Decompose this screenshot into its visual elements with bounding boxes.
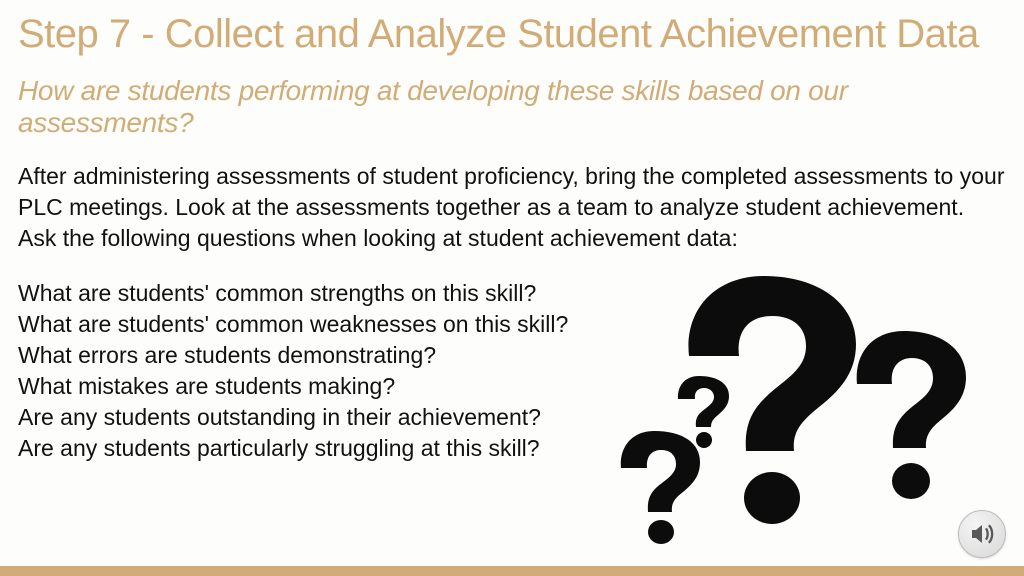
slide-title: Step 7 - Collect and Analyze Student Ach… bbox=[18, 12, 1006, 57]
audio-button[interactable] bbox=[958, 510, 1006, 558]
slide: Step 7 - Collect and Analyze Student Ach… bbox=[0, 0, 1024, 576]
bottom-accent-bar bbox=[0, 566, 1024, 576]
speaker-icon bbox=[969, 521, 995, 547]
question-marks-icon bbox=[604, 266, 984, 546]
slide-subtitle: How are students performing at developin… bbox=[18, 75, 1006, 139]
intro-paragraph: After administering assessments of stude… bbox=[18, 161, 1006, 254]
